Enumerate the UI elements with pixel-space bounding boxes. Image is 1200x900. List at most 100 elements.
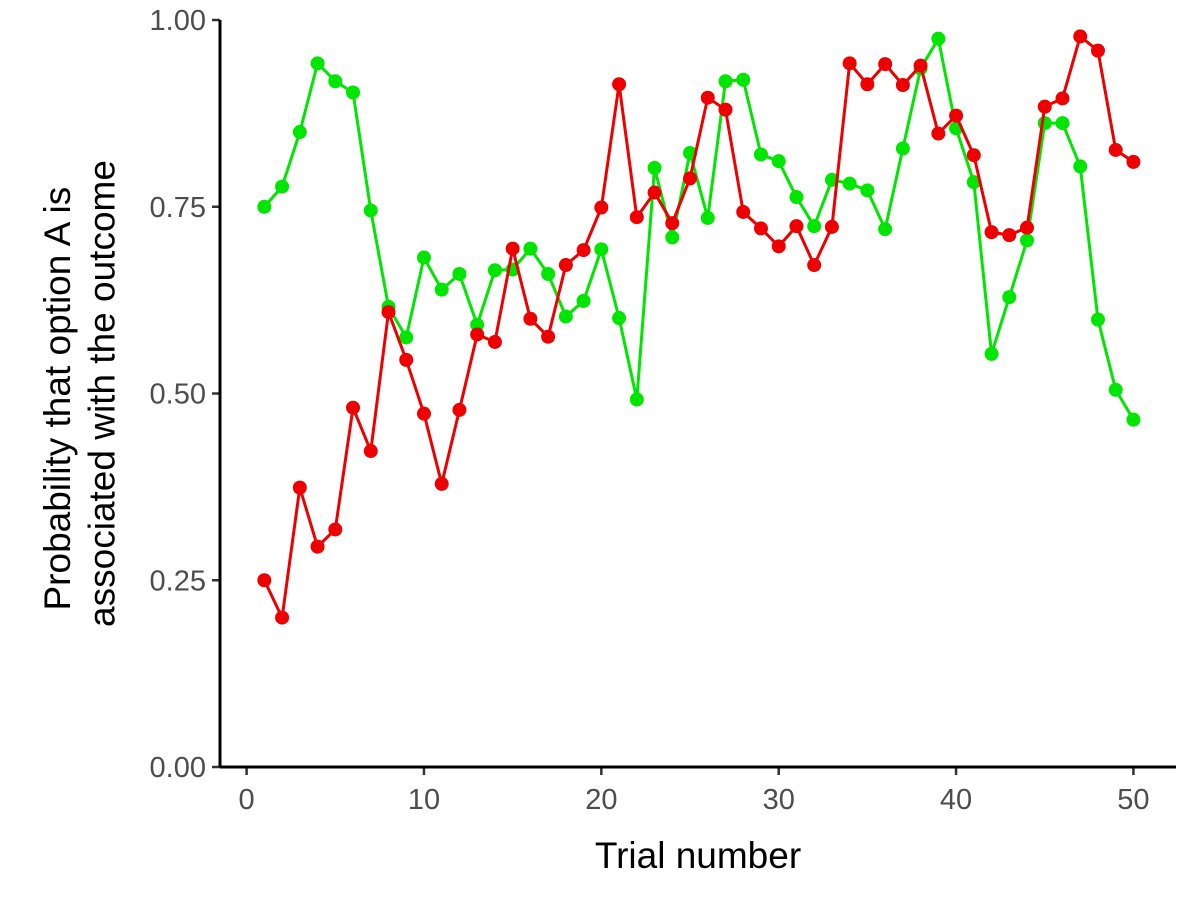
data-point	[1055, 116, 1070, 131]
data-point	[257, 573, 272, 588]
data-point	[718, 74, 733, 89]
data-point	[310, 56, 325, 71]
data-point	[895, 141, 910, 156]
x-tick-label: 0	[239, 784, 255, 816]
data-point	[1108, 142, 1123, 157]
series-layer	[257, 29, 1141, 625]
data-point	[558, 309, 573, 324]
data-point	[541, 329, 556, 344]
data-point	[416, 406, 431, 421]
data-point	[966, 148, 981, 163]
y-tick-label: 0.75	[150, 192, 206, 224]
data-point	[1037, 116, 1052, 131]
series-line	[262, 34, 1135, 620]
data-point	[558, 258, 573, 273]
data-point	[416, 250, 431, 265]
x-tick-label: 20	[585, 784, 617, 816]
data-point	[1020, 220, 1035, 235]
data-point	[931, 126, 946, 141]
data-point	[434, 282, 449, 297]
x-tick-label: 50	[1117, 784, 1149, 816]
data-point	[1002, 290, 1017, 305]
data-point	[931, 31, 946, 46]
data-point	[1073, 159, 1088, 174]
data-point	[700, 90, 715, 105]
data-point	[753, 221, 768, 236]
y-axis-ticks: 0.00 0.25 0.50 0.75 1.00	[150, 5, 220, 784]
data-point	[346, 85, 361, 100]
data-point	[363, 444, 378, 459]
data-point	[452, 402, 467, 417]
data-point	[541, 266, 556, 281]
data-point	[328, 74, 343, 89]
data-point	[1037, 99, 1052, 114]
data-point	[984, 225, 999, 240]
data-point	[895, 77, 910, 92]
x-tick-label: 40	[940, 784, 972, 816]
data-point	[629, 392, 644, 407]
data-point	[718, 102, 733, 117]
data-point	[487, 334, 502, 349]
data-point	[576, 243, 591, 258]
x-tick-label: 10	[408, 784, 440, 816]
y-tick-label: 0.25	[150, 565, 206, 597]
data-point	[275, 610, 290, 625]
data-point	[736, 204, 751, 219]
data-point	[771, 239, 786, 254]
data-point	[399, 352, 414, 367]
data-point	[647, 185, 662, 200]
data-point	[292, 125, 307, 140]
data-point	[523, 311, 538, 326]
data-point	[665, 216, 680, 231]
data-point	[842, 56, 857, 71]
data-point	[966, 175, 981, 190]
data-point	[842, 176, 857, 191]
data-point	[700, 210, 715, 225]
data-point	[949, 108, 964, 123]
data-point	[807, 219, 822, 234]
x-tick-label: 30	[763, 784, 795, 816]
data-point	[470, 327, 485, 342]
data-point	[824, 219, 839, 234]
data-point	[275, 179, 290, 194]
data-point	[612, 77, 627, 92]
data-point	[984, 346, 999, 361]
data-point	[1108, 382, 1123, 397]
data-point	[1020, 233, 1035, 248]
series-2	[257, 29, 1141, 625]
data-point	[434, 476, 449, 491]
data-point	[647, 160, 662, 175]
data-point	[487, 263, 502, 278]
data-point	[1090, 43, 1105, 58]
data-point	[470, 317, 485, 332]
data-point	[328, 522, 343, 537]
data-point	[1002, 228, 1017, 243]
data-point	[1090, 312, 1105, 327]
data-point	[257, 199, 272, 214]
data-point	[381, 305, 396, 320]
series-line	[263, 37, 1135, 421]
data-point	[523, 241, 538, 256]
data-point	[576, 293, 591, 308]
data-point	[629, 210, 644, 225]
data-point	[594, 242, 609, 257]
data-point	[789, 190, 804, 205]
data-point	[860, 77, 875, 92]
series-1	[257, 31, 1141, 427]
y-axis-title-line-1: Probability that option A is	[37, 187, 78, 611]
y-axis-title: Probability that option A is associated …	[37, 160, 122, 627]
data-point	[1055, 91, 1070, 106]
data-point	[878, 57, 893, 72]
data-point	[594, 200, 609, 215]
data-point	[310, 539, 325, 554]
data-point	[292, 480, 307, 495]
data-point	[736, 72, 751, 87]
data-point	[771, 154, 786, 169]
data-point	[789, 219, 804, 234]
data-point	[665, 230, 680, 245]
y-tick-label: 0.50	[150, 379, 206, 411]
data-point	[1073, 29, 1088, 44]
data-point	[913, 58, 928, 73]
